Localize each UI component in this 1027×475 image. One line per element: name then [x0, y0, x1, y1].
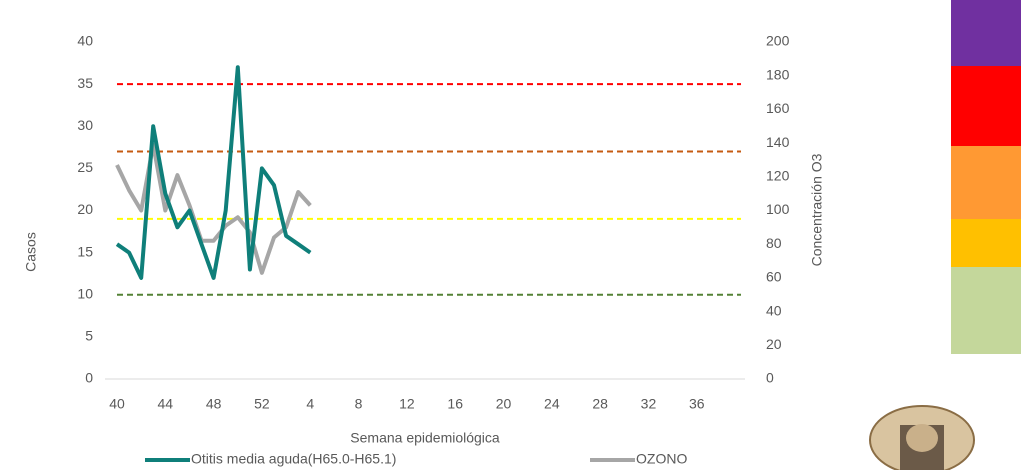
y-tick-label: 35 [77, 75, 93, 91]
x-tick-label: 48 [206, 396, 222, 412]
y2-axis-title: Concentración O3 [809, 153, 825, 266]
series-line [115, 65, 312, 280]
x-tick-label: 36 [689, 396, 705, 412]
x-tick-label: 8 [355, 396, 363, 412]
y-tick-label: 40 [77, 33, 93, 49]
y-axis-title: Casos [23, 232, 39, 272]
y2-tick-label: 200 [766, 33, 790, 49]
x-tick-label: 20 [496, 396, 512, 412]
y-tick-label: 30 [77, 117, 93, 133]
y2-tick-label: 160 [766, 100, 790, 116]
x-tick-label: 44 [158, 396, 174, 412]
y2-tick-label: 120 [766, 168, 790, 184]
y-tick-label: 10 [77, 285, 93, 301]
y2-tick-label: 20 [766, 336, 782, 352]
y-tick-label: 0 [85, 370, 93, 386]
x-axis-title: Semana epidemiológica [350, 430, 500, 446]
y2-tick-label: 60 [766, 269, 782, 285]
x-tick-label: 32 [641, 396, 657, 412]
aqi-color-scale [951, 0, 1021, 354]
portrait [869, 405, 975, 475]
x-tick-label: 28 [592, 396, 608, 412]
x-tick-label: 24 [544, 396, 560, 412]
y-tick-label: 25 [77, 159, 93, 175]
x-tick-label: 40 [109, 396, 125, 412]
x-tick-label: 52 [254, 396, 270, 412]
y2-tick-label: 140 [766, 134, 790, 150]
y2-tick-label: 100 [766, 201, 790, 217]
x-tick-label: 16 [447, 396, 463, 412]
y-tick-label: 5 [85, 328, 93, 344]
y2-tick-label: 180 [766, 66, 790, 82]
x-tick-label: 4 [306, 396, 314, 412]
y-tick-label: 15 [77, 243, 93, 259]
legend-label: OZONO [636, 451, 687, 467]
y2-tick-label: 40 [766, 302, 782, 318]
y-tick-label: 20 [77, 201, 93, 217]
x-tick-label: 12 [399, 396, 415, 412]
y2-tick-label: 80 [766, 235, 782, 251]
legend-label: Otitis media aguda(H65.0-H65.1) [191, 451, 396, 467]
y2-tick-label: 0 [766, 370, 774, 386]
